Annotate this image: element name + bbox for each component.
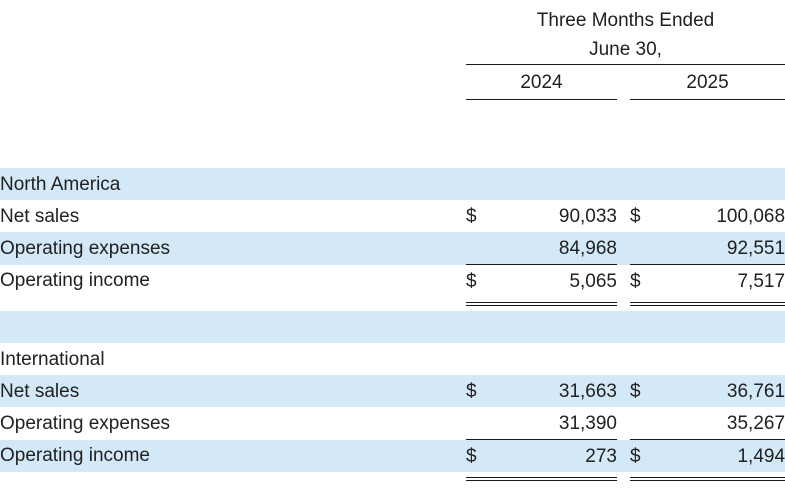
- empty-cell: [466, 168, 492, 200]
- value-2024: 90,033: [558, 205, 617, 227]
- rule-cell: [466, 297, 617, 311]
- empty-cell: [466, 343, 492, 375]
- value-2024: 273: [492, 439, 617, 472]
- row-na-net-sales: Net sales $ 90,033 $ 100,068: [0, 200, 785, 232]
- empty-cell: [466, 407, 492, 440]
- value-2024: 84,968: [492, 232, 617, 265]
- empty-cell: [630, 343, 656, 375]
- currency-symbol: $: [630, 375, 656, 407]
- section-header-international: International: [0, 343, 785, 375]
- empty-cell: [492, 168, 617, 200]
- row-label: Operating expenses: [0, 232, 466, 265]
- value-2025: 7,517: [656, 264, 785, 297]
- value-2025: 100,068: [716, 205, 785, 227]
- section-name: North America: [0, 168, 466, 200]
- empty-cell: [630, 168, 656, 200]
- row-label: Net sales: [0, 205, 80, 227]
- row-label: Operating income: [0, 270, 150, 292]
- value-2025: 35,267: [726, 412, 785, 434]
- double-underline: [630, 302, 785, 306]
- column-gap: [617, 200, 630, 232]
- currency-symbol: $: [630, 264, 656, 297]
- year-header-2025: 2025: [630, 64, 785, 100]
- column-gap: [617, 65, 630, 100]
- column-gap: [617, 265, 630, 298]
- empty-cell: [0, 100, 785, 169]
- empty-cell: [0, 311, 785, 343]
- double-underline: [466, 477, 617, 481]
- row-na-operating-income: Operating income $ 5,065 $ 7,517: [0, 264, 785, 298]
- empty-cell: [0, 0, 466, 34]
- empty-cell: [630, 232, 656, 265]
- row-na-operating-expenses: Operating expenses 84,968 92,551: [0, 232, 785, 265]
- column-gap: [617, 232, 630, 265]
- empty-cell: [630, 407, 656, 440]
- double-rule-row: [0, 297, 785, 311]
- section-header-north-america: North America: [0, 168, 785, 200]
- value-2025: 92,551: [656, 232, 785, 265]
- currency-symbol: $: [630, 205, 641, 227]
- empty-cell: [0, 297, 466, 311]
- row-label: Operating expenses: [0, 412, 171, 434]
- empty-cell: [656, 343, 785, 375]
- period-header-line2: June 30,: [466, 34, 785, 65]
- currency-symbol: $: [466, 439, 492, 472]
- row-intl-operating-income: Operating income $ 273 $ 1,494: [0, 439, 785, 472]
- rule-cell: [630, 297, 785, 311]
- value-2025: 1,494: [656, 439, 785, 472]
- blank-highlight-row: [0, 311, 785, 343]
- empty-cell: [0, 34, 466, 65]
- row-label: Net sales: [0, 375, 466, 407]
- year-header-row: 2024 2025: [0, 64, 785, 100]
- currency-symbol: $: [466, 264, 492, 297]
- value-2024: 5,065: [492, 264, 617, 297]
- value-2025: 36,761: [656, 375, 785, 407]
- currency-symbol: $: [630, 439, 656, 472]
- section-name: International: [0, 348, 105, 370]
- currency-symbol: $: [466, 205, 477, 227]
- double-underline: [466, 302, 617, 306]
- value-2024: 31,390: [558, 412, 617, 434]
- empty-cell: [656, 168, 785, 200]
- period-header-row-2: June 30,: [0, 34, 785, 65]
- row-intl-net-sales: Net sales $ 31,663 $ 36,761: [0, 375, 785, 407]
- empty-cell: [0, 65, 466, 100]
- empty-cell: [617, 168, 630, 200]
- column-gap: [617, 375, 630, 407]
- value-2024: 31,663: [492, 375, 617, 407]
- empty-cell: [492, 343, 617, 375]
- column-gap: [617, 297, 630, 311]
- year-header-2024: 2024: [466, 64, 617, 100]
- column-gap: [617, 439, 630, 472]
- empty-cell: [617, 343, 630, 375]
- double-underline: [630, 477, 785, 481]
- period-header-row-1: Three Months Ended: [0, 0, 785, 34]
- empty-cell: [466, 232, 492, 265]
- currency-symbol: $: [466, 375, 492, 407]
- header-body-gap: [0, 100, 785, 169]
- period-header-line1: Three Months Ended: [536, 10, 715, 31]
- row-label: Operating income: [0, 439, 466, 472]
- column-gap: [617, 407, 630, 440]
- row-intl-operating-expenses: Operating expenses 31,390 35,267: [0, 407, 785, 440]
